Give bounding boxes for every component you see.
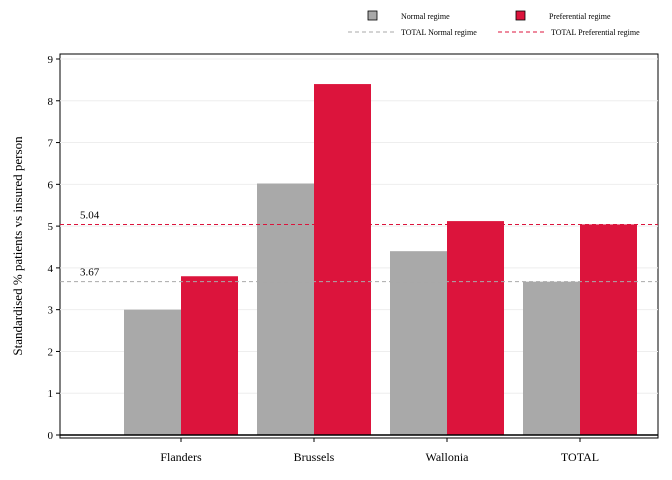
x-tick-label: Brussels bbox=[294, 450, 335, 464]
y-tick-label: 9 bbox=[48, 54, 54, 66]
reference-line-label: 5.04 bbox=[80, 209, 100, 221]
y-tick-label: 4 bbox=[48, 263, 54, 275]
legend-label: Preferential regime bbox=[549, 12, 611, 21]
y-axis-title: Standardised % patients vs insured perso… bbox=[10, 136, 25, 356]
bar-preferential-regime-total bbox=[580, 224, 637, 435]
bar-normal-regime-brussels bbox=[257, 183, 314, 435]
y-tick-label: 6 bbox=[48, 179, 54, 191]
bar-preferential-regime-flanders bbox=[181, 276, 238, 435]
bar-preferential-regime-wallonia bbox=[447, 221, 504, 435]
legend-label: TOTAL Preferential regime bbox=[551, 28, 640, 37]
x-tick-label: TOTAL bbox=[561, 450, 599, 464]
y-tick-label: 3 bbox=[48, 305, 54, 317]
reference-line-label: 3.67 bbox=[80, 267, 100, 279]
bar-normal-regime-wallonia bbox=[390, 251, 447, 435]
y-tick-label: 7 bbox=[48, 138, 54, 150]
x-axis: Flanders Brussels Wallonia TOTAL bbox=[60, 434, 658, 464]
bar-normal-regime-flanders bbox=[124, 309, 181, 435]
x-tick-label: Flanders bbox=[160, 450, 202, 464]
legend-label: Normal regime bbox=[401, 12, 450, 21]
legend-swatch bbox=[367, 10, 378, 21]
bars bbox=[124, 84, 637, 436]
bar-preferential-regime-brussels bbox=[314, 84, 371, 436]
y-tick-label: 1 bbox=[48, 388, 54, 400]
bar-normal-regime-total bbox=[523, 281, 580, 435]
legend: Normal regime Preferential regime TOTAL No… bbox=[348, 10, 640, 37]
y-tick-label: 5 bbox=[48, 221, 54, 233]
x-tick-label: Wallonia bbox=[425, 450, 469, 464]
y-tick-label: 2 bbox=[48, 346, 54, 358]
legend-label: TOTAL Normal regime bbox=[401, 28, 477, 37]
y-axis: 0 1 2 3 4 5 6 7 8 9 bbox=[48, 54, 60, 442]
legend-swatch bbox=[515, 10, 526, 21]
y-tick-label: 0 bbox=[48, 430, 54, 442]
y-tick-label: 8 bbox=[48, 96, 54, 108]
reference-lines: 3.67 5.04 bbox=[60, 209, 658, 283]
